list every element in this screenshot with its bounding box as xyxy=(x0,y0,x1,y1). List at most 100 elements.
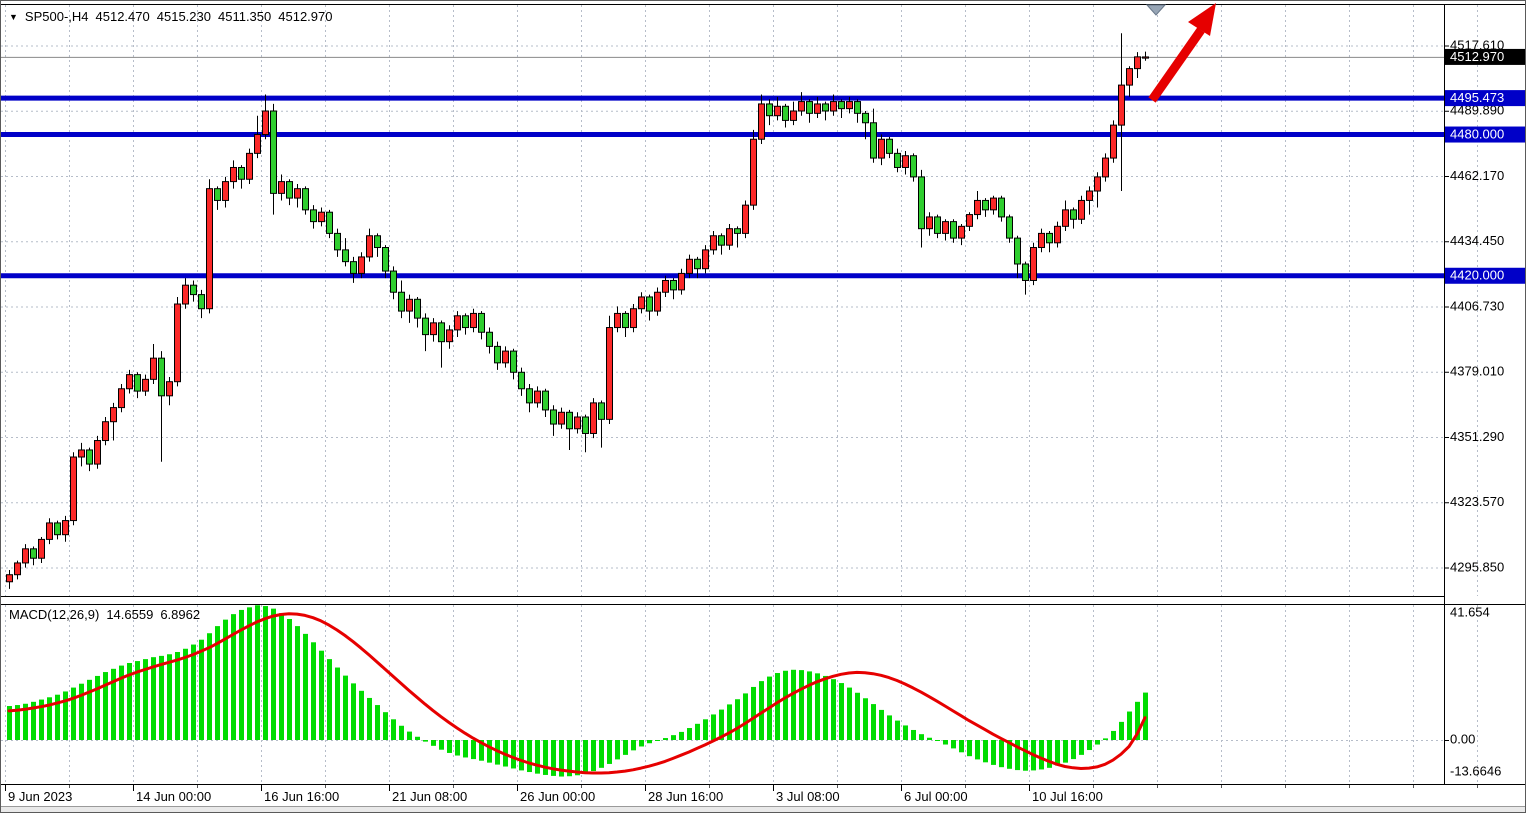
macd-bar xyxy=(527,740,532,773)
macd-bar xyxy=(407,731,412,740)
macd-bar xyxy=(247,607,252,740)
macd-bar xyxy=(55,694,60,740)
candle-body xyxy=(142,378,149,392)
macd-bar xyxy=(319,650,324,740)
current-price-tag xyxy=(1445,48,1525,65)
candle-body xyxy=(830,101,837,112)
macd-bar xyxy=(703,719,708,740)
macd-bar xyxy=(183,648,188,740)
macd-bar xyxy=(1047,740,1052,768)
macd-bar xyxy=(791,669,796,740)
candle-body xyxy=(286,181,293,199)
macd-bar xyxy=(743,693,748,740)
candle-body xyxy=(838,101,845,110)
macd-bar xyxy=(783,670,788,740)
candle-body xyxy=(462,315,469,329)
candle-body xyxy=(790,110,797,121)
candle-body xyxy=(742,204,749,234)
macd-bar xyxy=(647,740,652,744)
macd-bar xyxy=(375,705,380,740)
candle-body xyxy=(526,388,533,404)
price-axis[interactable]: 4517.610 4489.890 4462.170 4434.450 4406.730… xyxy=(1444,37,1526,778)
candle-body xyxy=(1118,84,1125,126)
macd-bar xyxy=(471,740,476,760)
macd-bar xyxy=(831,679,836,740)
candle-body xyxy=(14,562,21,576)
candle-body xyxy=(886,138,893,154)
macd-bar xyxy=(479,740,484,761)
support-resistance-lines[interactable] xyxy=(1,95,1444,279)
candlesticks-layer xyxy=(6,33,1149,589)
candle-body xyxy=(862,112,869,124)
candle-body xyxy=(78,449,85,458)
macd-bar xyxy=(591,740,596,772)
candle-body xyxy=(558,411,565,425)
candle-body xyxy=(134,374,141,392)
candle-body xyxy=(846,101,853,110)
candle-body xyxy=(38,538,45,559)
candle-body xyxy=(198,294,205,310)
candle-body xyxy=(814,103,821,114)
candle-body xyxy=(934,216,941,234)
macd-bar xyxy=(447,740,452,753)
macd-bar xyxy=(535,740,540,774)
chart-shift-marker[interactable] xyxy=(1145,4,1167,16)
macd-bar xyxy=(799,670,804,740)
candle-body xyxy=(470,312,477,329)
ohlc-toggle-icon[interactable]: ▼ xyxy=(9,11,18,22)
candle-body xyxy=(342,249,349,263)
candle-body xyxy=(854,101,861,114)
macd-bar xyxy=(23,703,28,740)
macd-bar xyxy=(967,740,972,757)
candle-body xyxy=(678,272,685,291)
macd-bar xyxy=(687,728,692,740)
candle-body xyxy=(30,548,37,559)
candle-body xyxy=(22,548,29,564)
low-value: 4511.350 xyxy=(217,9,272,24)
macd-bar xyxy=(207,633,212,740)
price-axis-label: 4351.290 xyxy=(1450,429,1504,444)
candle-body xyxy=(950,221,957,239)
macd-bar xyxy=(759,681,764,740)
macd-bar xyxy=(1071,740,1076,760)
candle-body xyxy=(734,228,741,234)
time-axis-label: 9 Jun 2023 xyxy=(8,789,72,804)
candle-body xyxy=(710,235,717,251)
candle-body xyxy=(1022,263,1029,281)
candle-body xyxy=(694,258,701,270)
macd-signal-line[interactable] xyxy=(7,612,1147,775)
candle-body xyxy=(486,331,493,347)
macd-bar xyxy=(487,740,492,763)
candle-body xyxy=(502,350,509,364)
macd-bar xyxy=(159,655,164,740)
candle-body xyxy=(622,312,629,329)
macd-bar xyxy=(631,740,636,751)
close-value: 4512.970 xyxy=(278,9,333,24)
candle-body xyxy=(958,225,965,239)
candle-body xyxy=(1014,237,1021,265)
candle-body xyxy=(438,322,445,343)
macd-bar xyxy=(719,709,724,740)
time-axis[interactable]: 9 Jun 2023 14 Jun 00:00 16 Jun 16:00 21 Jun… xyxy=(5,785,1478,804)
candle-body xyxy=(1086,190,1093,201)
macd-bar xyxy=(751,686,756,740)
time-axis-label: 6 Jul 00:00 xyxy=(904,789,968,804)
macd-bar xyxy=(847,687,852,740)
trend-arrow[interactable] xyxy=(1148,3,1216,103)
candle-body xyxy=(262,110,269,136)
candle-body xyxy=(414,298,421,319)
candle-body xyxy=(574,416,581,430)
macd-bar xyxy=(63,691,68,740)
macd-bar xyxy=(431,740,436,746)
candle-body xyxy=(158,357,165,397)
macd-bar xyxy=(567,740,572,777)
macd-histogram xyxy=(7,605,1148,777)
macd-bar xyxy=(79,683,84,740)
macd-bar xyxy=(47,697,52,740)
price-axis-label: 4295.850 xyxy=(1450,559,1504,574)
macd-bar xyxy=(1063,740,1068,763)
candle-body xyxy=(670,279,677,291)
window-bottom-strip xyxy=(1,807,1525,812)
